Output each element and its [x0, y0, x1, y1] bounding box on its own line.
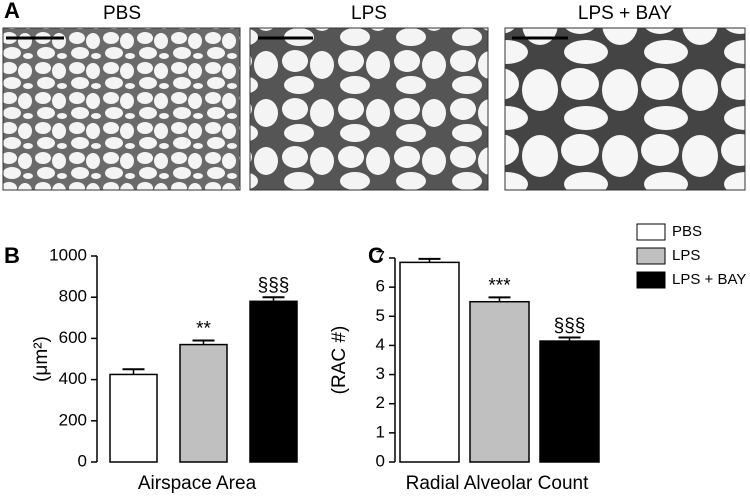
y-tick-label: 6: [376, 277, 385, 296]
significance-marker: §§§: [554, 316, 586, 337]
y-tick-label: 200: [59, 410, 87, 429]
y-tick-label: 800: [59, 287, 87, 306]
micrograph: [2, 27, 241, 191]
panel-label: B: [4, 243, 20, 268]
y-tick-label: 7: [376, 247, 385, 266]
y-tick-label: 4: [376, 335, 385, 354]
significance-marker: §§§: [258, 275, 290, 296]
image-title: LPS + BAY: [578, 3, 673, 24]
legend-swatch: [636, 247, 666, 265]
legend-label: LPS: [672, 247, 700, 264]
micrograph: [504, 27, 746, 191]
legend-label: PBS: [672, 223, 702, 240]
significance-marker: **: [196, 318, 211, 339]
y-tick-label: 1000: [49, 245, 87, 264]
significance-marker: ***: [488, 275, 511, 296]
bar: [539, 340, 600, 463]
panel-label: C: [368, 243, 384, 268]
y-tick-label: 400: [59, 369, 87, 388]
panel-label: A: [4, 0, 20, 23]
legend-label: LPS + BAY: [672, 271, 746, 288]
bar: [469, 300, 530, 463]
legend-swatch: [636, 223, 666, 241]
y-tick-label: 2: [376, 393, 385, 412]
y-tick-label: 600: [59, 328, 87, 347]
bar: [399, 261, 460, 463]
y-tick-label: 3: [376, 364, 385, 383]
y-axis-label: (μm²): [31, 336, 52, 382]
legend-swatch: [636, 271, 666, 289]
image-title: LPS: [351, 3, 387, 24]
x-axis-label: Radial Alveolar Count: [406, 473, 589, 494]
y-axis-label: (RAC #): [329, 326, 350, 395]
y-tick-label: 5: [376, 306, 385, 325]
micrograph: [249, 27, 489, 191]
bar: [179, 343, 228, 463]
y-tick-label: 0: [78, 451, 87, 470]
y-tick-label: 1: [376, 422, 385, 441]
bar: [109, 373, 158, 463]
bar: [249, 300, 298, 463]
image-title: PBS: [103, 3, 141, 24]
y-tick-label: 0: [376, 451, 385, 470]
x-axis-label: Airspace Area: [138, 473, 257, 494]
